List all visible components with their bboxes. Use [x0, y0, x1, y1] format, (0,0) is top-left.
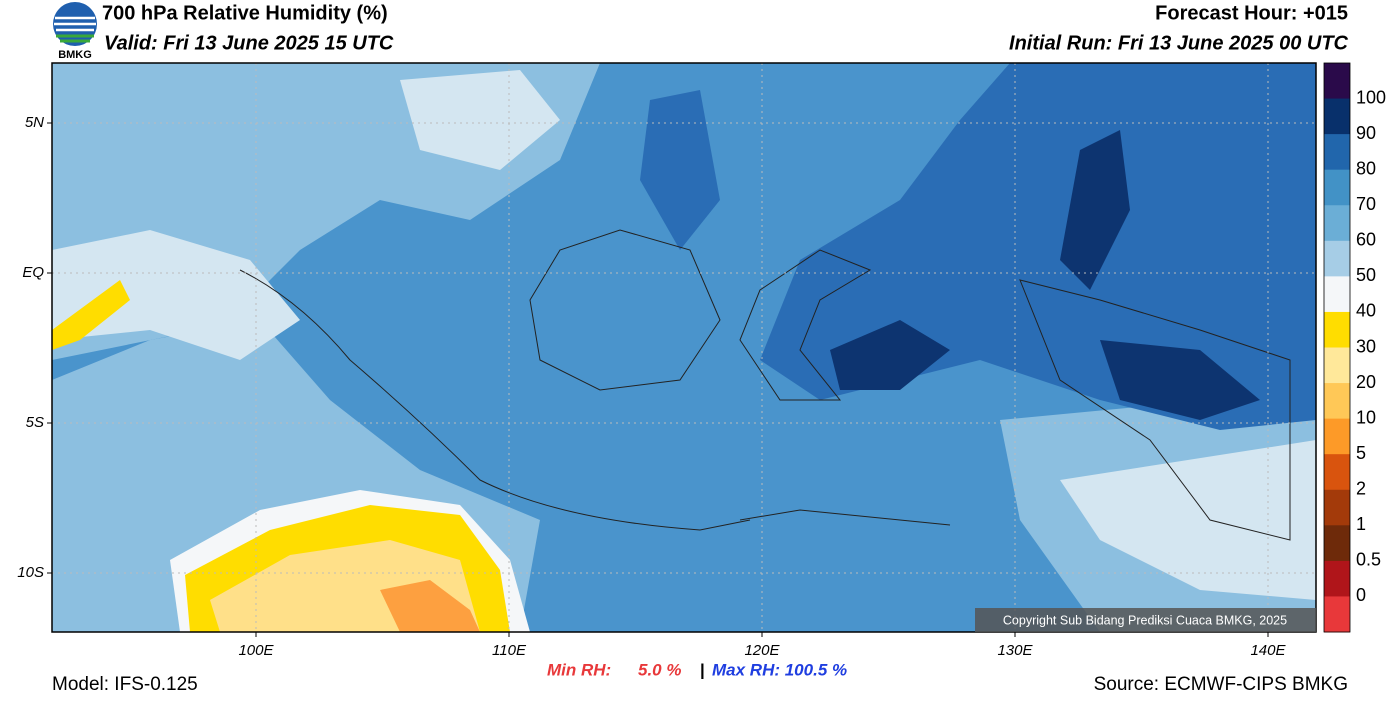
colorbar-segment [1324, 596, 1350, 633]
colorbar-segment [1324, 489, 1350, 526]
colorbar-label: 80 [1356, 158, 1376, 178]
colorbar-segment [1324, 276, 1350, 313]
field-saturated [1100, 340, 1260, 420]
title: 700 hPa Relative Humidity (%) [102, 2, 388, 24]
field-saturated [830, 320, 950, 390]
colorbar-segment [1324, 98, 1350, 135]
lat-label: 5N [25, 114, 44, 131]
lat-label: 10S [17, 564, 44, 581]
colorbar-label: 0 [1356, 585, 1366, 605]
lon-label: 140E [1250, 642, 1286, 659]
colorbar-segment [1324, 134, 1350, 171]
model: Model: IFS-0.125 [52, 674, 198, 695]
colorbar-label: 50 [1356, 265, 1376, 285]
humidity-field [52, 63, 1316, 632]
colorbar-segment [1324, 311, 1350, 348]
graticule: 5N EQ 5S 10S 100E 110E 120E 130E 140E [17, 63, 1316, 659]
colorbar-label: 0.5 [1356, 550, 1381, 570]
logo-stripes [54, 16, 96, 32]
colorbar-segment [1324, 525, 1350, 562]
colorbar-segment [1324, 383, 1350, 420]
coastline [739, 249, 872, 401]
colorbar-segment [1324, 454, 1350, 491]
colorbar-segment [1324, 418, 1350, 455]
colorbar-label: 70 [1356, 194, 1376, 214]
colorbar-label: 30 [1356, 336, 1376, 356]
logo: BMKG [53, 2, 97, 61]
lon-label: 100E [238, 642, 274, 659]
lon-label: 110E [492, 642, 527, 659]
field-very-dry [52, 280, 130, 350]
colorbar-label: 2 [1356, 479, 1366, 499]
colorbar-label: 1 [1356, 514, 1366, 534]
colorbar-segment [1324, 347, 1350, 384]
valid-time: Valid: Fri 13 June 2025 15 UTC [104, 32, 394, 54]
colorbar-label: 100 [1356, 87, 1386, 107]
colorbar-label: 90 [1356, 123, 1376, 143]
copyright-box [975, 608, 1316, 632]
min-rh-label: Min RH: [547, 660, 611, 679]
map-frame [51, 62, 1317, 633]
coastline [239, 269, 751, 531]
colorbar-segment [1324, 240, 1350, 277]
lon-label: 120E [744, 642, 780, 659]
field-pale [52, 230, 300, 360]
colorbar-label: 60 [1356, 230, 1376, 250]
colorbar-segment [1324, 560, 1350, 597]
max-rh: Max RH: 100.5 % [712, 660, 847, 679]
field-driest [380, 580, 480, 632]
field-pale [400, 70, 560, 170]
coastline [1019, 279, 1291, 541]
colorbar: 100 90 80 70 60 50 40 30 20 10 5 2 1 0.5 0 [1323, 62, 1386, 633]
colorbar-label: 20 [1356, 372, 1376, 392]
min-rh-value: 5.0 % [638, 660, 681, 679]
initial-run: Initial Run: Fri 13 June 2025 00 UTC [1009, 32, 1349, 54]
colorbar-segment [1324, 169, 1350, 206]
coastline [739, 509, 951, 526]
colorbar-segment [1324, 63, 1350, 100]
logo-text: BMKG [58, 49, 92, 61]
forecast-hour: Forecast Hour: +015 [1155, 2, 1348, 24]
logo-leaf [56, 34, 94, 43]
colorbar-label: 5 [1356, 443, 1366, 463]
colorbar-segment [1324, 205, 1350, 242]
field-moist [640, 90, 720, 250]
field-saturated [1060, 130, 1130, 290]
lat-label: EQ [22, 264, 44, 281]
colorbar-label: 40 [1356, 301, 1376, 321]
source: Source: ECMWF-CIPS BMKG [1094, 674, 1348, 695]
coastline [529, 229, 721, 391]
field-pale [1060, 440, 1316, 600]
separator: | [700, 660, 705, 679]
lat-label: 5S [26, 414, 44, 431]
colorbar-frame [1323, 62, 1351, 633]
colorbar-label: 10 [1356, 407, 1376, 427]
lon-label: 130E [997, 642, 1033, 659]
copyright: Copyright Sub Bidang Prediksi Cuaca BMKG… [1003, 613, 1287, 627]
